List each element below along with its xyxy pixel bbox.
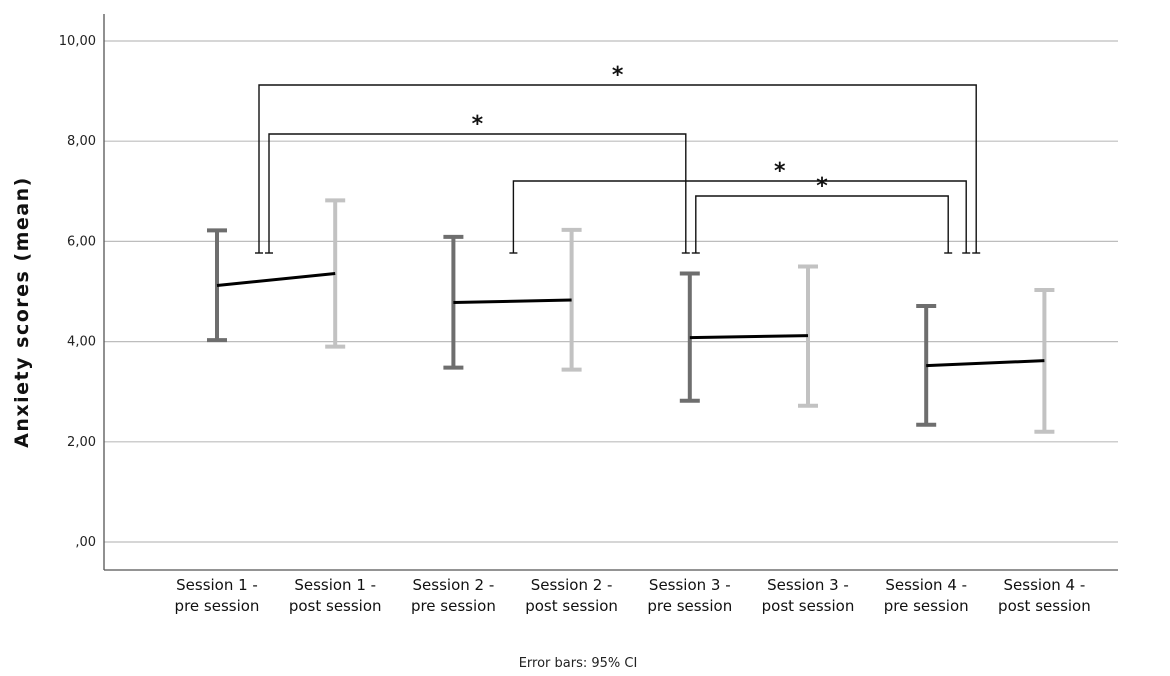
x-tick-label-line: post session: [525, 597, 618, 615]
x-tick-label-line: post session: [289, 597, 382, 615]
x-tick-label-line: Session 1 -: [294, 576, 376, 594]
x-tick-label-line: pre session: [411, 597, 496, 615]
mean-line: [453, 298, 572, 305]
x-tick-label: Session 3 - pre session: [647, 576, 732, 615]
mean-line: [926, 359, 1045, 368]
bracket-line: [258, 84, 977, 253]
y-tick-label: 4,00: [67, 335, 96, 350]
significance-bracket: *: [255, 63, 981, 254]
x-tick-label-line: Session 4 -: [885, 576, 967, 594]
y-tick-label: 8,00: [67, 134, 96, 149]
significance-brackets: * * * *: [255, 63, 981, 254]
x-tick-label-line: pre session: [884, 597, 969, 615]
labels: ,00 2,00 4,00 6,00 8,00 10,00 Session 1 - pre s…: [59, 34, 1091, 615]
x-tick-label-line: Session 2 -: [531, 576, 613, 594]
significance-star: *: [816, 174, 828, 199]
y-axis-label: Anxiety scores (mean): [11, 176, 33, 448]
mean-line: [689, 334, 809, 340]
error-bars: [207, 198, 1055, 434]
bracket-line: [512, 180, 967, 253]
significance-star: *: [612, 63, 624, 88]
x-tick-label-line: Session 2 -: [413, 576, 495, 594]
significance-bracket: *: [265, 112, 690, 254]
bracket-line: [695, 195, 949, 253]
x-tick-label-line: Session 4 -: [1004, 576, 1086, 594]
error-bars-footnote: Error bars: 95% CI: [519, 656, 638, 671]
x-tick-label: Session 3 - post session: [762, 576, 855, 615]
x-tick-label: Session 1 - pre session: [175, 576, 260, 615]
x-tick-label-line: pre session: [175, 597, 260, 615]
significance-bracket: *: [691, 174, 953, 254]
significance-star: *: [472, 112, 484, 137]
x-tick-label-line: Session 3 -: [767, 576, 849, 594]
x-tick-label-line: post session: [762, 597, 855, 615]
x-tick-label: Session 1 - post session: [289, 576, 382, 615]
x-tick-label: Session 2 - pre session: [411, 576, 496, 615]
y-tick-label: 10,00: [59, 34, 96, 49]
x-tick-label-line: Session 3 -: [649, 576, 731, 594]
mean-lines: [216, 271, 1045, 368]
significance-star: *: [774, 159, 786, 184]
gridlines: [104, 40, 1118, 543]
error-bar: [561, 227, 582, 372]
bracket-line: [268, 133, 687, 253]
x-tick-label-line: pre session: [647, 597, 732, 615]
x-tick-label-line: Session 1 -: [176, 576, 258, 594]
y-tick-label: 2,00: [67, 435, 96, 450]
mean-line: [216, 271, 336, 287]
y-tick-label: ,00: [75, 535, 96, 550]
x-tick-label-line: post session: [998, 597, 1091, 615]
x-tick-label: Session 4 - post session: [998, 576, 1091, 615]
x-tick-label: Session 2 - post session: [525, 576, 618, 615]
x-tick-label: Session 4 - pre session: [884, 576, 969, 615]
significance-bracket: *: [509, 159, 971, 254]
y-tick-label: 6,00: [67, 234, 96, 249]
axes: [103, 14, 1118, 571]
